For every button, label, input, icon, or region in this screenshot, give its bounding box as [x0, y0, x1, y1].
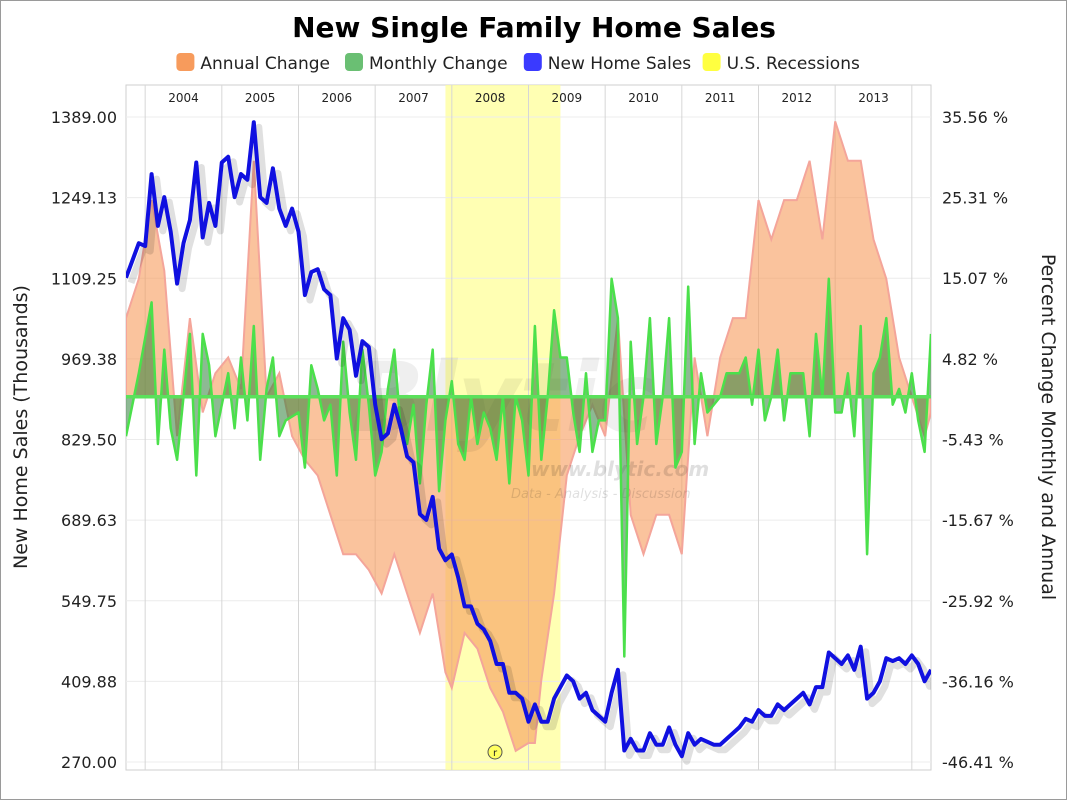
new-home-sales-shadow — [127, 123, 931, 765]
left-axis: 270.00 409.88 549.75 689.63 829.50 969.38 1109… — [51, 108, 117, 772]
left-tick-8: 1389.00 — [51, 108, 117, 127]
left-tick-6: 1109.25 — [51, 269, 117, 288]
badge-label: r — [493, 748, 498, 759]
left-tick-0: 270.00 — [61, 753, 117, 772]
left-tick-7: 1249.13 — [51, 189, 117, 208]
right-tick-6: 15.07 % — [942, 269, 1008, 288]
year-label-2011: 2011 — [705, 91, 736, 105]
legend-item-u-s-recessions: U.S. Recessions — [702, 53, 860, 74]
year-label-2004: 2004 — [168, 91, 199, 105]
legend-item-new-home-sales: New Home Sales — [523, 53, 691, 74]
legend-swatch-new-home-sales — [523, 53, 542, 71]
year-label-2005: 2005 — [245, 91, 276, 105]
year-label-2013: 2013 — [858, 91, 889, 105]
right-tick-7: 25.31 % — [942, 189, 1008, 208]
left-tick-5: 969.38 — [61, 350, 117, 369]
right-tick-1: -36.16 % — [942, 672, 1014, 691]
left-tick-2: 549.75 — [61, 592, 117, 611]
legend-label-monthly-change: Monthly Change — [369, 54, 508, 74]
year-label-2006: 2006 — [322, 91, 353, 105]
legend-label-annual-change: Annual Change — [200, 54, 330, 74]
year-label-2010: 2010 — [628, 91, 659, 105]
left-tick-4: 829.50 — [61, 431, 117, 450]
year-label-2007: 2007 — [398, 91, 429, 105]
year-label-2008: 2008 — [475, 91, 506, 105]
year-label-2009: 2009 — [552, 91, 583, 105]
right-axis: -46.41 % -36.16 % -25.92 % -15.67 % -5.43 % 4… — [942, 108, 1014, 772]
legend-swatch-annual-change — [176, 53, 195, 71]
left-axis-title: New Home Sales (Thousands) — [10, 285, 32, 569]
watermark-tagline: Data - Analysis - Discussion — [511, 487, 691, 502]
left-tick-3: 689.63 — [61, 511, 117, 530]
legend-swatch-monthly-change — [345, 53, 363, 71]
legend-item-monthly-change: Monthly Change — [345, 53, 508, 74]
right-tick-2: -25.92 % — [942, 592, 1014, 611]
chart-title: New Single Family Home Sales — [292, 11, 776, 44]
right-tick-8: 35.56 % — [942, 108, 1008, 127]
right-tick-3: -15.67 % — [942, 511, 1014, 530]
right-tick-0: -46.41 % — [942, 753, 1014, 772]
new-home-sales-line — [126, 120, 931, 759]
monthly-change-line — [126, 277, 931, 658]
legend-label-u-s-recessions: U.S. Recessions — [727, 54, 860, 74]
year-label-2012: 2012 — [782, 91, 813, 105]
legend-label-new-home-sales: New Home Sales — [548, 54, 691, 74]
legend-item-annual-change: Annual Change — [176, 53, 330, 74]
right-axis-title: Percent Change Monthly and Annual — [1037, 254, 1059, 600]
legend-swatch-u-s-recessions — [702, 53, 721, 71]
right-tick-4: -5.43 % — [942, 431, 1004, 450]
left-tick-1: 409.88 — [61, 672, 117, 691]
right-tick-5: 4.82 % — [942, 350, 998, 369]
badge: r — [487, 744, 503, 760]
legend: Annual Change Monthly Change New Home Sale… — [176, 53, 860, 74]
